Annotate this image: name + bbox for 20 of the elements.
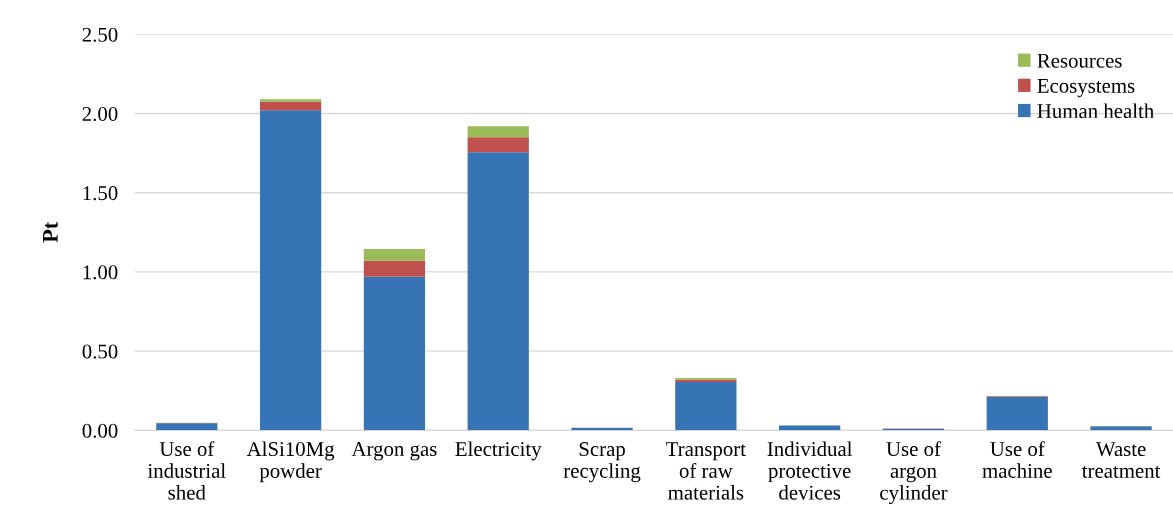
x-tick-label: AlSi10Mg powder xyxy=(246,441,335,483)
x-tick-label: Electricity xyxy=(455,441,542,461)
x-tick-label: Argon gas xyxy=(351,442,437,461)
y-tick-label: 0.50 xyxy=(82,344,118,359)
x-tick-label: Scrap recycling xyxy=(563,442,641,483)
x-tick-label: Individual protective devices xyxy=(767,441,853,500)
legend-label: Ecosystems xyxy=(1037,79,1135,98)
y-tick-label: 0.00 xyxy=(82,423,118,438)
y-tick-label: 1.50 xyxy=(83,186,118,201)
y-tick-label: 2.00 xyxy=(82,106,118,122)
y-tick-label: 2.50 xyxy=(82,27,118,42)
y-tick-label: 1.00 xyxy=(83,265,118,280)
y-axis-title: Pt xyxy=(43,221,58,243)
x-tick-label: Use of industrial shed xyxy=(147,441,226,500)
x-tick-label: Use of argon cylinder xyxy=(880,441,948,505)
legend-label: Resources xyxy=(1037,53,1122,68)
x-tick-label: Transport of raw materials xyxy=(666,442,746,500)
x-tick-label: Use of machine xyxy=(982,441,1052,478)
x-tick-label: Waste treatment xyxy=(1081,442,1161,478)
legend-label: Human health xyxy=(1037,103,1154,119)
